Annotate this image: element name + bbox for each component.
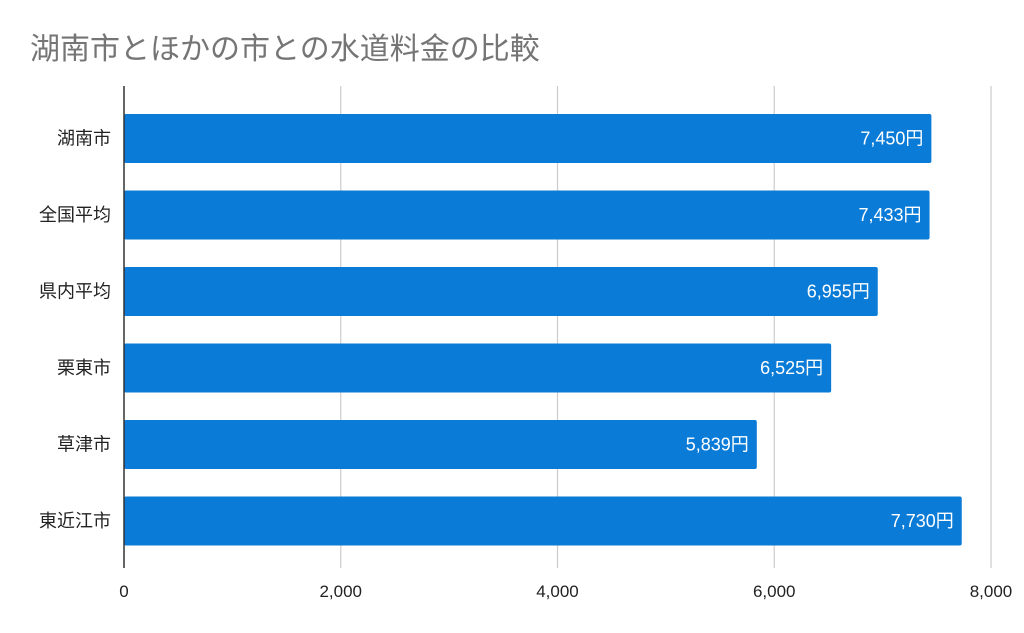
bar — [124, 343, 832, 393]
data-label: 7,433円 — [859, 205, 922, 225]
bar — [124, 267, 878, 316]
x-tick-label: 2,000 — [319, 582, 362, 601]
x-tick-label: 0 — [119, 582, 128, 601]
category-label: 湖南市 — [57, 129, 111, 150]
data-label: 6,955円 — [807, 282, 870, 302]
x-tick-label: 8,000 — [970, 582, 1013, 601]
data-label: 6,525円 — [760, 358, 823, 378]
data-label: 7,450円 — [860, 129, 923, 149]
x-tick-label: 6,000 — [753, 582, 796, 601]
category-label: 全国平均 — [39, 205, 111, 226]
category-label: 東近江市 — [39, 511, 111, 532]
x-tick-label: 4,000 — [536, 582, 579, 601]
data-label: 5,839円 — [686, 435, 749, 455]
bars — [124, 114, 962, 546]
category-label: 草津市 — [57, 435, 111, 456]
gridlines — [340, 86, 992, 568]
bar — [124, 190, 930, 240]
bar — [124, 420, 757, 469]
chart-title: 湖南市とほかの市との水道料金の比較 — [30, 32, 540, 67]
category-label: 栗東市 — [57, 358, 111, 379]
bar — [124, 496, 962, 546]
category-label: 県内平均 — [39, 282, 111, 303]
data-label: 7,730円 — [891, 511, 954, 531]
bar — [124, 114, 932, 163]
